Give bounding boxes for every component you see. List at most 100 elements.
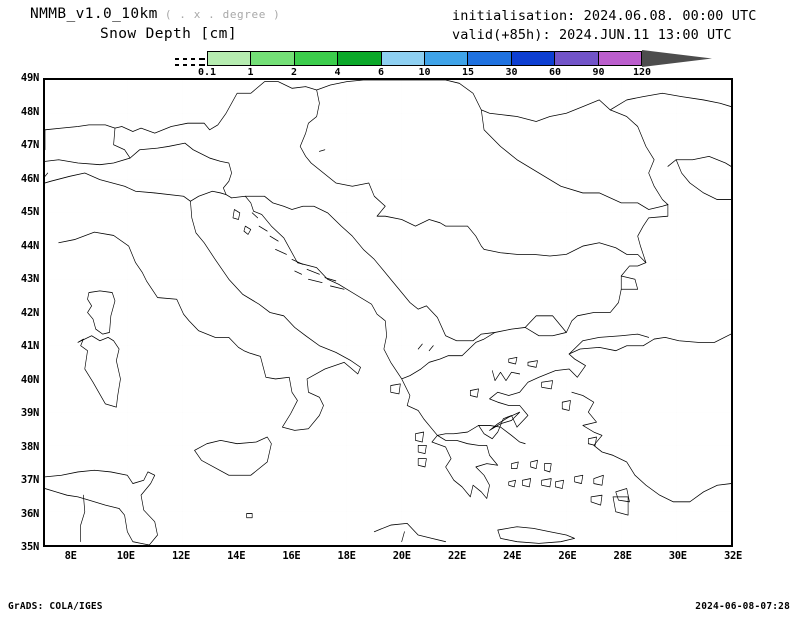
initialisation-time: initialisation: 2024.06.08. 00:00 UTC (452, 8, 757, 24)
x-tick-24E: 24E (503, 550, 522, 562)
x-tick-32E: 32E (723, 550, 743, 562)
border-alpine-north (45, 81, 317, 134)
colorbar-tick-labels: 0.1 1 2 4 6 10 15 30 60 90 120 (0, 67, 800, 79)
valid-time: valid(+85h): 2024.JUN.11 13:00 UTC (452, 27, 732, 43)
map-graphics (45, 80, 731, 545)
border-hungary-serbia-romania (299, 89, 485, 250)
border-slovakia-ukraine (316, 80, 611, 122)
coastline-anatolia-west (571, 391, 731, 503)
map-lakes (319, 149, 434, 352)
border-bulgaria-turkey (524, 315, 567, 333)
border-greece-north (401, 332, 496, 380)
border-romania-bulgaria-danube (483, 242, 647, 277)
coastline-venice (190, 190, 227, 202)
colorbar-swatch-1 (250, 52, 294, 65)
coastline-chalkidiki (491, 370, 521, 381)
y-tick-44N: 44N (20, 239, 39, 252)
x-tick-14E: 14E (227, 550, 246, 562)
border-tunisia-algeria (45, 488, 120, 543)
coastline-ukraine-black-sea (667, 155, 731, 167)
x-tick-30E: 30E (668, 550, 687, 562)
map-gridlines (45, 80, 731, 545)
dashed-contour-sample-icon (175, 53, 207, 66)
x-tick-18E: 18E (337, 550, 356, 562)
colorbar-tick-15: 15 (461, 67, 475, 78)
model-resolution: ( . x . degree ) (164, 8, 281, 21)
colorbar-swatch-6 (467, 52, 511, 65)
x-tick-20E: 20E (392, 550, 411, 562)
border-italy-alpine (45, 142, 232, 199)
colorbar-tick-30: 30 (505, 67, 518, 78)
colorbar-tick-0.1: 0.1 (197, 67, 217, 78)
border-romania-moldova (480, 109, 669, 210)
coastline-corsica (87, 290, 116, 335)
x-tick-12E: 12E (171, 550, 191, 562)
x-tick-10E: 10E (116, 550, 135, 562)
colorbar-tick-6: 6 (377, 67, 385, 78)
header-left: NMMB_v1.0_10km ( . x . degree ) Snow Dept… (0, 6, 430, 42)
y-tick-47N: 47N (20, 139, 39, 151)
map-plot-area[interactable] (43, 78, 733, 547)
colorbar-tick-2: 2 (290, 67, 298, 78)
border-liechtenstein-austria (113, 127, 131, 159)
colorbar-legend: 0.1 1 2 4 6 10 15 30 60 90 120 (0, 48, 800, 79)
colorbar-overflow-arrow-icon (642, 50, 712, 67)
coastline-tunisia (45, 469, 158, 545)
colorbar-swatch-0 (208, 52, 251, 65)
y-tick-36N: 36N (20, 507, 39, 520)
coastline-adriatic-east (231, 195, 518, 440)
colorbar-tick-60: 60 (548, 67, 562, 78)
colorbar-tick-10: 10 (418, 67, 431, 78)
y-tick-35N: 35N (20, 541, 39, 553)
y-tick-40N: 40N (20, 373, 39, 386)
colorbar-tick-90: 90 (592, 67, 605, 78)
colorbar-swatch-3 (337, 52, 381, 65)
x-axis-labels: 8E 10E 12E 14E 16E 18E 20E 22E 24E 26E 28E 30E 32E (43, 550, 743, 566)
coastline-euboea (489, 411, 521, 431)
coastline-bulgaria-black-sea (620, 275, 639, 290)
x-tick-28E: 28E (613, 550, 632, 562)
border-swiss-west (45, 129, 49, 177)
coastline-sardinia (77, 335, 121, 408)
coastline-libya (373, 523, 446, 543)
colorbar-swatch-8 (554, 52, 598, 65)
y-tick-38N: 38N (20, 440, 39, 453)
coastline-north-aegean (489, 338, 655, 428)
colorbar-tick-120: 120 (632, 67, 652, 78)
coastline-sicily (194, 436, 272, 476)
coastline-peloponnese (431, 434, 499, 499)
coastline-black-sea-romania (637, 204, 669, 264)
x-tick-8E: 8E (64, 550, 77, 562)
y-tick-43N: 43N (20, 273, 39, 285)
y-tick-49N: 49N (20, 72, 39, 84)
map-coastlines-and-borders (45, 80, 731, 545)
x-tick-16E: 16E (282, 550, 301, 562)
coastline-istria-islands (232, 209, 252, 235)
header-right: initialisation: 2024.06.08. 00:00 UTC va… (452, 7, 800, 45)
coastline-italy (58, 192, 361, 431)
y-tick-37N: 37N (20, 474, 39, 486)
colorbar-tick-4: 4 (334, 67, 341, 78)
y-tick-46N: 46N (20, 172, 39, 185)
y-tick-48N: 48N (20, 105, 39, 118)
coastline-dalmatian-islands (251, 212, 345, 290)
coastline-turkey-black-sea (653, 333, 731, 343)
coastline-attica (478, 425, 526, 445)
coastline-aegean-islands (469, 356, 630, 506)
border-ukraine-north (609, 92, 731, 111)
footer-producer: GrADS: COLA/IGES (8, 601, 103, 612)
border-balkans-inner (244, 195, 622, 342)
coastline-odessa-bay (675, 159, 731, 200)
coastline-malta (246, 513, 253, 519)
colorbar-swatch-5 (424, 52, 468, 65)
y-tick-41N: 41N (20, 340, 39, 352)
border-moldova-east (609, 109, 669, 205)
y-tick-39N: 39N (20, 407, 39, 419)
colorbar-swatches (207, 51, 642, 66)
colorbar-swatch-9 (597, 52, 642, 65)
model-line: NMMB_v1.0_10km ( . x . degree ) (0, 6, 430, 22)
colorbar-swatch-7 (510, 52, 555, 65)
x-tick-22E: 22E (447, 550, 467, 562)
field-title: Snow Depth [cm] (100, 26, 237, 42)
coastline-crete (497, 526, 575, 544)
